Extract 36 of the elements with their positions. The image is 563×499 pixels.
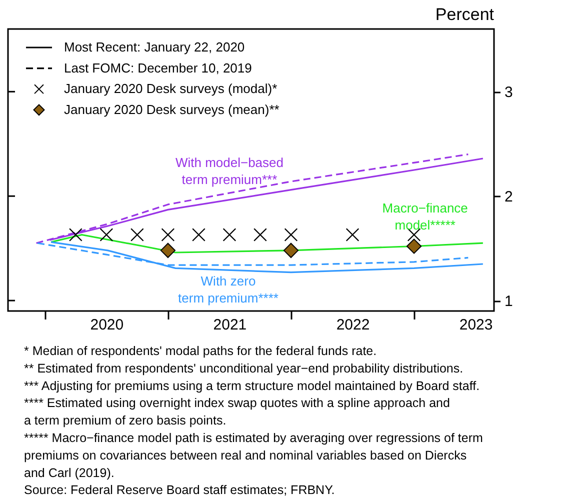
- point: [284, 228, 298, 242]
- x-tick-label: 2023: [459, 316, 493, 334]
- text: * Median of respondents' modal paths for the federal funds rate.: [24, 344, 377, 358]
- text: *** Adjusting for premiums using a term structure model maintained by Board staff.: [24, 378, 480, 393]
- y-tick-label: 2: [504, 188, 513, 206]
- annotation: With zero term premium****: [178, 273, 278, 306]
- annotation: With model−based term premium***: [175, 154, 284, 187]
- point: [68, 228, 82, 242]
- point: [192, 228, 206, 242]
- x-tick-label: 2021: [213, 316, 247, 334]
- y-tick-label: 3: [504, 84, 513, 102]
- point: [254, 228, 267, 242]
- point: [406, 238, 422, 254]
- point: [130, 228, 144, 242]
- y-tick-label: 1: [504, 293, 513, 310]
- annotation: Last FOMC: December 10, 2019: [64, 60, 252, 76]
- text: a term premium of zero basis points.: [24, 414, 226, 428]
- point: [160, 242, 176, 258]
- y-axis-title: Percent: [435, 5, 494, 24]
- text: premiums on covariances between real and nominal variables based on Diercks: [24, 448, 467, 462]
- source-note: Source: Federal Reserve Board staff estimates; FRBNY.: [24, 483, 335, 498]
- legend-label: January 2020 Desk surveys (modal)*: [64, 81, 278, 96]
- point: [346, 228, 360, 242]
- x-tick-label: 2020: [90, 316, 124, 334]
- text: **** Estimated using overnight index swap quotes with a spline approach and: [24, 396, 450, 410]
- point: [283, 242, 299, 258]
- text: and Carl (2019).: [24, 466, 114, 480]
- text: ***** Macro−finance model path is estimated by averaging over regressions of term: [24, 431, 483, 445]
- annotation: Most Recent: January 22, 2020: [64, 40, 245, 54]
- annotation: Macro−finance model*****: [382, 200, 468, 233]
- x-tick-label: 2022: [336, 316, 370, 334]
- point: [100, 228, 114, 242]
- text: ** Estimated from respondents' unconditional year−end probability distributions.: [24, 361, 464, 376]
- legend-label: January 2020 Desk surveys (mean)**: [64, 102, 280, 117]
- point: [161, 228, 175, 242]
- point: [222, 228, 236, 242]
